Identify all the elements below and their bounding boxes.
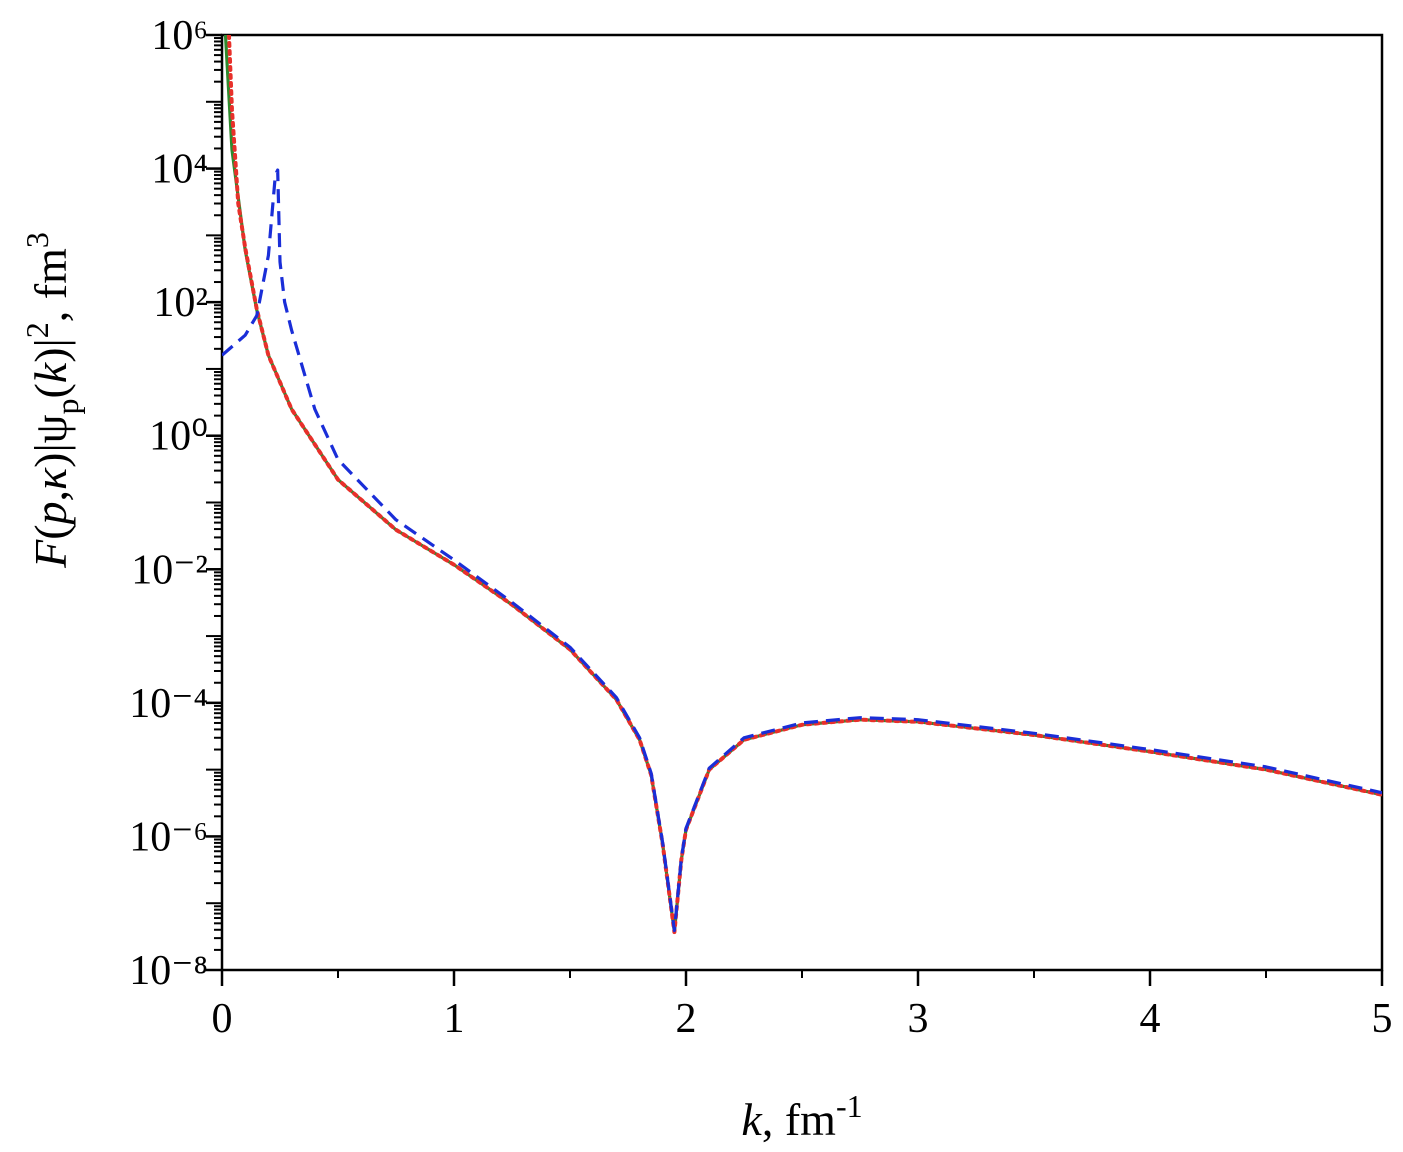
ylabel-part: , (25, 490, 76, 502)
y-tick-label: 10⁴ (151, 147, 208, 193)
ylabel-part: p (25, 501, 76, 527)
ylabel-part: )|ψ (25, 414, 76, 468)
xlabel: k, fm-1 (741, 1088, 862, 1145)
xlabel-part: , fm (762, 1094, 836, 1145)
ylabel-part: , fm (25, 248, 76, 322)
ylabel-part: 3 (19, 232, 55, 248)
y-tick-label: 10⁰ (149, 414, 208, 460)
ylabel: F(p,κ)|ψp(k)|2, fm3 (19, 232, 85, 569)
plot-frame (220, 33, 1384, 972)
ylabel-part: ( (25, 524, 76, 539)
x-tick-label: 0 (212, 996, 233, 1042)
ylabel-part: F (25, 539, 76, 569)
y-tick-label: 10² (153, 280, 208, 326)
xlabel-part: -1 (836, 1088, 863, 1124)
x-tick-label: 1 (444, 996, 465, 1042)
series-line (226, 35, 1382, 935)
series-line (222, 168, 1382, 933)
x-tick-label: 3 (908, 996, 929, 1042)
y-tick-label: 10⁻⁶ (129, 814, 208, 860)
ylabel-part: ( (25, 383, 76, 398)
series-line (223, 35, 1382, 934)
x-tick-label: 4 (1140, 996, 1161, 1042)
y-tick-label: 10⁻⁴ (129, 681, 208, 727)
ylabel-part: 2 (19, 322, 55, 338)
x-tick-label: 2 (676, 996, 697, 1042)
ylabel-part: p (49, 399, 85, 415)
ylabel-part: k (25, 361, 76, 383)
y-tick-label: 10⁶ (151, 13, 208, 59)
xlabel-part: k (741, 1094, 763, 1145)
ylabel-part: κ (25, 467, 76, 490)
ylabel-part: )| (25, 338, 76, 363)
y-tick-label: 10⁻⁸ (129, 948, 208, 994)
x-tick-label: 5 (1372, 996, 1393, 1042)
y-tick-label: 10⁻² (131, 547, 208, 593)
lines (222, 35, 1382, 935)
